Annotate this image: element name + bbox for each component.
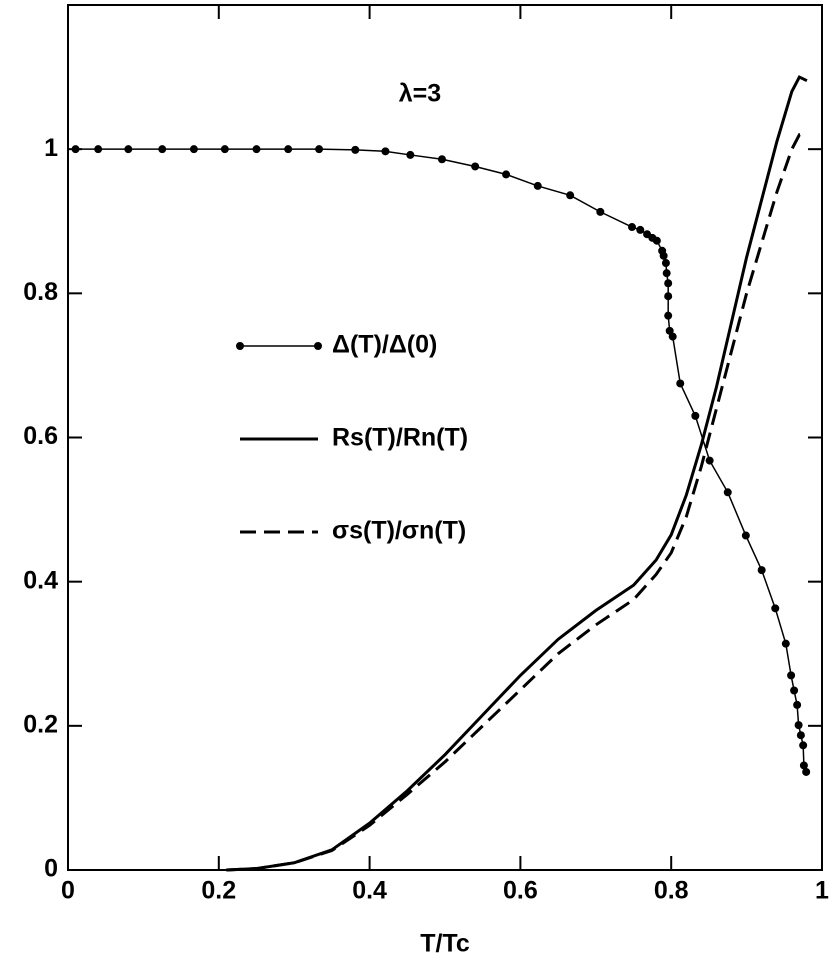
data-point [189, 145, 198, 154]
data-point [802, 767, 811, 776]
legend-label: Rs(T)/Rn(T) [332, 424, 468, 452]
data-point [781, 639, 790, 648]
data-point [691, 411, 700, 420]
y-tick-label: 0 [44, 855, 58, 883]
data-point [799, 761, 808, 770]
data-point [220, 145, 229, 154]
data-point [723, 488, 732, 497]
x-tick-label: 0.2 [201, 877, 236, 905]
data-point [787, 671, 796, 680]
data-point [741, 531, 750, 540]
legend-label: Δ(T)/Δ(0) [332, 331, 437, 359]
data-point [94, 145, 103, 154]
data-point [794, 721, 803, 730]
data-point [664, 311, 673, 320]
data-point [502, 170, 511, 179]
x-tick-label: 0.4 [352, 877, 387, 905]
data-point [796, 731, 805, 740]
data-point [664, 292, 673, 301]
x-axis-label: T/Tc [420, 930, 470, 958]
data-point [252, 145, 261, 154]
data-point [437, 155, 446, 164]
data-point [652, 236, 661, 245]
data-point [566, 191, 575, 200]
x-tick-label: 0.6 [503, 877, 538, 905]
data-point [676, 379, 685, 388]
legend-marker [314, 342, 322, 350]
x-tick-label: 0 [61, 877, 75, 905]
data-point [664, 279, 673, 288]
legend-label: σs(T)/σn(T) [332, 517, 466, 545]
y-tick-label: 0.4 [23, 566, 58, 594]
data-point [284, 145, 293, 154]
data-point [351, 145, 360, 154]
data-point [790, 686, 799, 695]
x-tick-label: 1 [815, 877, 829, 905]
data-point [124, 145, 133, 154]
y-tick-label: 0.2 [23, 710, 58, 738]
data-point [406, 150, 415, 159]
data-point [636, 225, 645, 234]
data-point [71, 145, 80, 154]
data-point [668, 332, 677, 341]
y-tick-label: 0.8 [23, 278, 58, 306]
y-tick-label: 1 [44, 134, 58, 162]
y-tick-label: 0.6 [23, 422, 58, 450]
data-point [533, 181, 542, 190]
data-point [627, 223, 636, 232]
data-point [757, 566, 766, 575]
data-point [661, 259, 670, 268]
data-point [659, 251, 668, 260]
data-point [315, 145, 324, 154]
data-point [158, 145, 167, 154]
annotation: λ=3 [399, 80, 441, 108]
data-point [793, 700, 802, 709]
data-point [799, 741, 808, 750]
data-point [771, 604, 780, 613]
data-point [471, 162, 480, 171]
data-point [596, 207, 605, 216]
x-tick-label: 0.8 [654, 877, 689, 905]
series-line [226, 75, 808, 872]
data-point [662, 269, 671, 278]
series-line [226, 133, 807, 872]
data-point [705, 456, 714, 465]
data-point [381, 147, 390, 156]
legend-marker [236, 342, 244, 350]
